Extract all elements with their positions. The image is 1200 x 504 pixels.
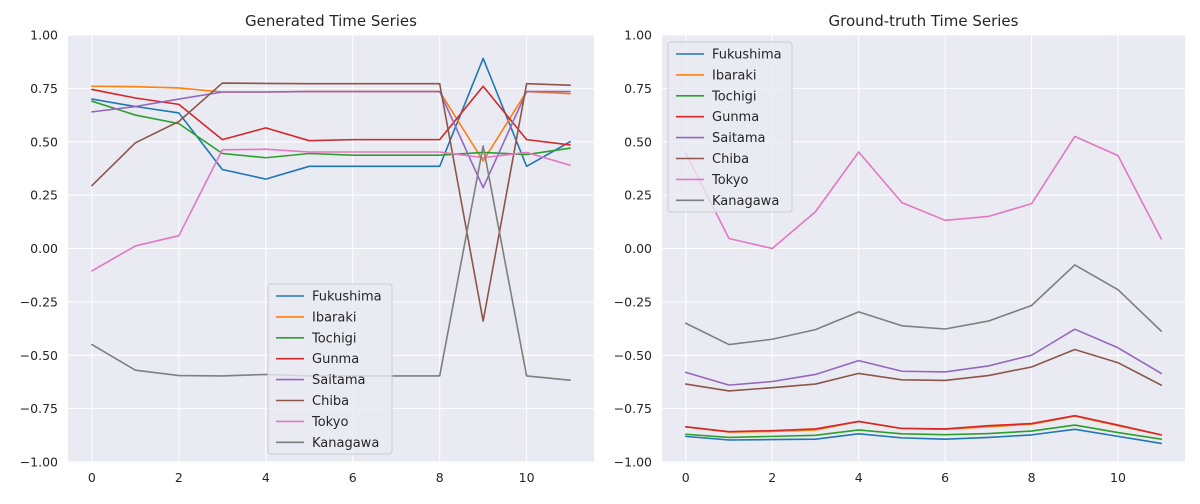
series-line-saitama <box>91 90 571 189</box>
chart-title: Generated Time Series <box>245 12 417 30</box>
y-tick-label: 0.50 <box>624 134 652 149</box>
y-tick-label: 1.00 <box>624 28 652 43</box>
legend-label-ibaraki: Ibaraki <box>712 68 757 83</box>
legend: Fukushima Ibaraki Tochigi Gunma Saitama Chiba… <box>267 283 393 455</box>
series-line-tokyo <box>91 148 571 272</box>
legend-label-kanagawa: Kanagawa <box>312 436 379 451</box>
x-tick-label: 10 <box>1110 470 1126 485</box>
legend-label-tochigi: Tochigi <box>311 331 357 346</box>
y-tick-label: −0.75 <box>20 401 58 416</box>
generated-time-series-chart: −1.00 −0.75 −0.50 −0.25 0.00 0.25 0.50 0.75 1.00… <box>20 12 594 485</box>
series-line-chiba <box>91 82 571 322</box>
legend-label-gunma: Gunma <box>712 110 759 125</box>
legend-box <box>267 283 393 455</box>
y-tick-label: 0.75 <box>624 81 652 96</box>
x-tick-label: 8 <box>1028 470 1036 485</box>
legend-label-tokyo: Tokyo <box>711 173 748 188</box>
series-line-tokyo <box>684 135 1163 250</box>
legend-label-tochigi: Tochigi <box>711 89 757 104</box>
series-lines <box>91 57 571 382</box>
series-line-chiba <box>684 348 1163 392</box>
legend-label-fukushima: Fukushima <box>712 48 782 63</box>
x-tick-label: 6 <box>349 470 357 485</box>
x-tick-label: 2 <box>768 470 776 485</box>
series-line-saitama <box>684 328 1163 386</box>
y-tick-label: 0.00 <box>624 241 652 256</box>
legend-label-chiba: Chiba <box>712 152 749 167</box>
ground-truth-time-series-chart: −1.00 −0.75 −0.50 −0.25 0.00 0.25 0.50 0.75 1.00… <box>614 12 1185 485</box>
legend-label-tokyo: Tokyo <box>311 415 348 430</box>
series-lines <box>684 135 1163 445</box>
y-tick-label: 0.00 <box>30 241 58 256</box>
series-line-gunma <box>684 414 1163 436</box>
x-tick-label: 0 <box>682 470 690 485</box>
x-tick-label: 2 <box>175 470 183 485</box>
series-line-tochigi <box>91 100 571 159</box>
y-tick-label: 0.25 <box>624 188 652 203</box>
legend-label-ibaraki: Ibaraki <box>312 310 357 325</box>
series-line-fukushima <box>684 428 1163 445</box>
x-tick-label: 4 <box>855 470 863 485</box>
y-tick-label: −0.50 <box>20 348 58 363</box>
x-tick-label: 0 <box>88 470 96 485</box>
y-tick-label: −0.75 <box>614 401 652 416</box>
y-tick-label: −1.00 <box>20 455 58 470</box>
series-line-fukushima <box>91 57 571 180</box>
y-tick-label: 1.00 <box>30 28 58 43</box>
chart-title: Ground-truth Time Series <box>829 12 1019 30</box>
legend-label-saitama: Saitama <box>312 373 366 388</box>
legend-label-saitama: Saitama <box>712 131 766 146</box>
x-tick-label: 4 <box>262 470 270 485</box>
y-tick-label: −0.25 <box>614 294 652 309</box>
x-tick-label: 6 <box>941 470 949 485</box>
series-line-tochigi <box>684 424 1163 440</box>
legend-label-gunma: Gunma <box>312 352 359 367</box>
series-line-kanagawa <box>684 264 1163 346</box>
y-tick-label: −0.25 <box>20 294 58 309</box>
series-line-gunma <box>91 85 571 146</box>
y-tick-label: 0.50 <box>30 134 58 149</box>
legend-label-fukushima: Fukushima <box>312 290 382 305</box>
legend-box <box>667 41 793 213</box>
x-tick-label: 10 <box>519 470 535 485</box>
x-tick-label: 8 <box>436 470 444 485</box>
y-tick-label: 0.25 <box>30 188 58 203</box>
y-tick-label: −1.00 <box>614 455 652 470</box>
legend: Fukushima Ibaraki Tochigi Gunma Saitama Chiba… <box>667 41 793 213</box>
legend-label-kanagawa: Kanagawa <box>712 194 779 209</box>
y-tick-label: −0.50 <box>614 348 652 363</box>
legend-label-chiba: Chiba <box>312 394 349 409</box>
y-tick-label: 0.75 <box>30 81 58 96</box>
